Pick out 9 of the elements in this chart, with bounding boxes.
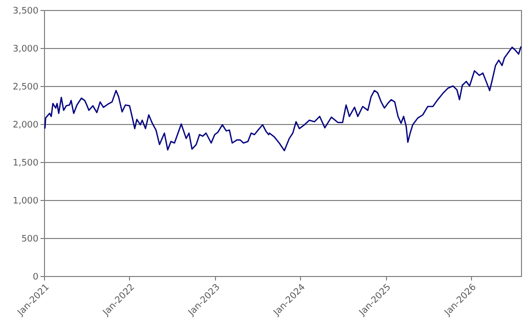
y-tick-label: 3,000	[12, 44, 39, 54]
y-tick-label: 2,500	[12, 82, 39, 92]
y-tick-label: 0	[32, 272, 39, 282]
y-tick-label: 500	[21, 234, 39, 244]
y-tick-label: 1,000	[12, 196, 39, 206]
y-tick-label: 2,000	[12, 120, 39, 130]
y-tick-label: 3,500	[12, 6, 39, 16]
y-tick-label: 1,500	[12, 158, 39, 168]
line-series	[44, 46, 522, 152]
